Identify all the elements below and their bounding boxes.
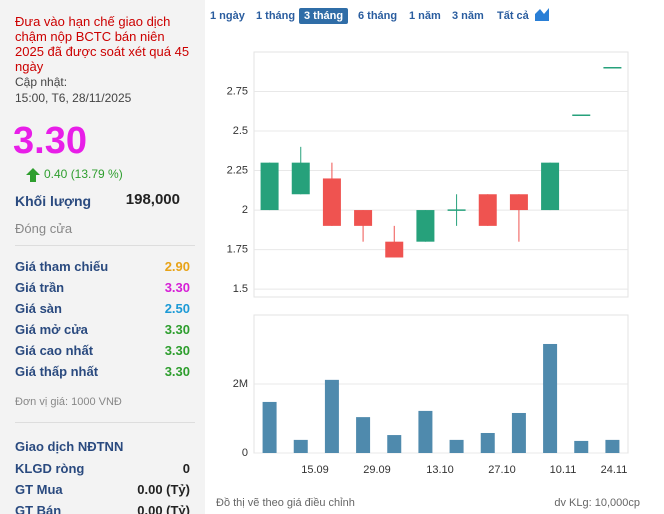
- candle-body: [541, 162, 560, 211]
- x-tick-label: 13.10: [426, 464, 454, 476]
- footer-note: Đồ thị vẽ theo giá điều chỉnh: [216, 497, 355, 509]
- updated-label: Cập nhật:: [15, 75, 68, 89]
- y-tick-label: 2M: [233, 378, 248, 390]
- volume-label: Khối lượng: [15, 193, 92, 209]
- chart: 1.5 1.75 2 2.25 2.5 2.75 0 2M 15.09 29.09 13.10 27.…: [227, 51, 629, 476]
- volume-bar: [387, 435, 402, 453]
- range-button[interactable]: 6 tháng: [358, 10, 398, 22]
- divider: [15, 422, 195, 423]
- row-value: 3.30: [164, 343, 190, 358]
- y-tick-label: 2: [242, 204, 248, 216]
- range-button[interactable]: 3 năm: [452, 10, 484, 22]
- volume-bar: [574, 440, 589, 453]
- updated: 15:00, T6, 28/11/2025: [15, 91, 132, 105]
- price-row: Giá mở cửa 3.30: [15, 322, 190, 337]
- range-button[interactable]: 1 ngày: [210, 10, 245, 22]
- volume-bar: [356, 417, 371, 453]
- y-tick-label: 1.75: [227, 243, 248, 255]
- range-button[interactable]: Tất cả: [497, 10, 529, 22]
- volume: 198,000: [125, 191, 180, 208]
- row-value: 3.30: [164, 364, 190, 379]
- volume-bar: [449, 439, 464, 453]
- x-tick-label: 27.10: [488, 464, 516, 476]
- foreign-row: GT Bán 0.00 (Tỷ): [15, 503, 190, 514]
- candle-body: [260, 162, 279, 211]
- volume-unit: dv KLg: 10,000cp: [554, 497, 640, 509]
- price-row: Giá sàn 2.50: [15, 301, 190, 316]
- unit: Đơn vị giá: 1000 VNĐ: [15, 396, 122, 408]
- row-value: 2.90: [164, 259, 190, 274]
- panel: [253, 51, 629, 298]
- volume-bar: [418, 410, 433, 453]
- chart-type-icon[interactable]: [534, 6, 550, 22]
- y-tick-label: 2.25: [227, 164, 248, 176]
- y-tick-label: 2.75: [227, 85, 248, 97]
- volume-bar: [324, 379, 339, 453]
- volume-bar: [605, 439, 620, 453]
- candle-body: [354, 210, 373, 226]
- price-row: Giá cao nhất 3.30: [15, 343, 190, 358]
- price-row: Giá trần 3.30: [15, 280, 190, 295]
- status: Đóng cửa: [15, 221, 73, 236]
- volume-bar: [543, 343, 558, 453]
- sidebar: Đưa vào hạn chế giao dịch chậm nộp BCTC …: [0, 0, 205, 514]
- candle-body: [509, 194, 528, 211]
- x-tick-label: 29.09: [363, 464, 391, 476]
- candle-body: [416, 210, 435, 242]
- notice: Đưa vào hạn chế giao dịch chậm nộp BCTC …: [15, 14, 190, 74]
- volume-bar: [511, 412, 526, 453]
- foreign-title: Giao dịch NĐTNN: [15, 439, 124, 454]
- row-value: 0.00 (Tỷ): [137, 482, 190, 497]
- x-tick-label: 15.09: [301, 464, 329, 476]
- range-button[interactable]: 3 tháng: [299, 8, 349, 24]
- up-arrow: [26, 168, 40, 182]
- candle-body: [322, 178, 341, 226]
- row-value: 3.30: [164, 280, 190, 295]
- row-label: Giá thấp nhất: [15, 364, 99, 379]
- row-label: KLGD ròng: [15, 461, 85, 476]
- divider: [15, 245, 195, 246]
- row-value: 0: [182, 461, 190, 476]
- price-row: Giá thấp nhất 3.30: [15, 364, 190, 379]
- foreign-row: GT Mua 0.00 (Tỷ): [15, 482, 190, 497]
- y-tick-label: 1.5: [233, 283, 248, 295]
- volume-bar: [262, 401, 277, 453]
- volume-bar: [480, 432, 495, 453]
- foreign-row: KLGD ròng 0: [15, 461, 190, 476]
- price: 3.30: [13, 120, 87, 162]
- row-label: Giá sàn: [15, 301, 62, 316]
- candle-body: [478, 194, 497, 226]
- row-value: 2.50: [164, 301, 190, 316]
- range-button[interactable]: 1 năm: [409, 10, 441, 22]
- change: 0.40 (13.79 %): [44, 167, 123, 181]
- row-label: GT Mua: [15, 482, 63, 497]
- x-tick-label: 24.11: [601, 464, 628, 476]
- row-label: Giá tham chiếu: [15, 259, 109, 274]
- candle-body: [385, 241, 404, 258]
- row-label: Giá trần: [15, 280, 65, 295]
- y-tick-label: 0: [242, 447, 248, 459]
- x-tick-label: 10.11: [550, 464, 577, 476]
- price-row: Giá tham chiếu 2.90: [15, 259, 190, 274]
- row-value: 0.00 (Tỷ): [137, 503, 190, 514]
- row-label: Giá cao nhất: [15, 343, 94, 358]
- row-value: 3.30: [164, 322, 190, 337]
- row-label: Giá mở cửa: [15, 322, 88, 337]
- volume-bar: [293, 439, 308, 453]
- row-label: GT Bán: [15, 503, 62, 514]
- y-tick-label: 2.5: [233, 125, 248, 137]
- range-button[interactable]: 1 tháng: [256, 10, 296, 22]
- candle-body: [291, 162, 310, 195]
